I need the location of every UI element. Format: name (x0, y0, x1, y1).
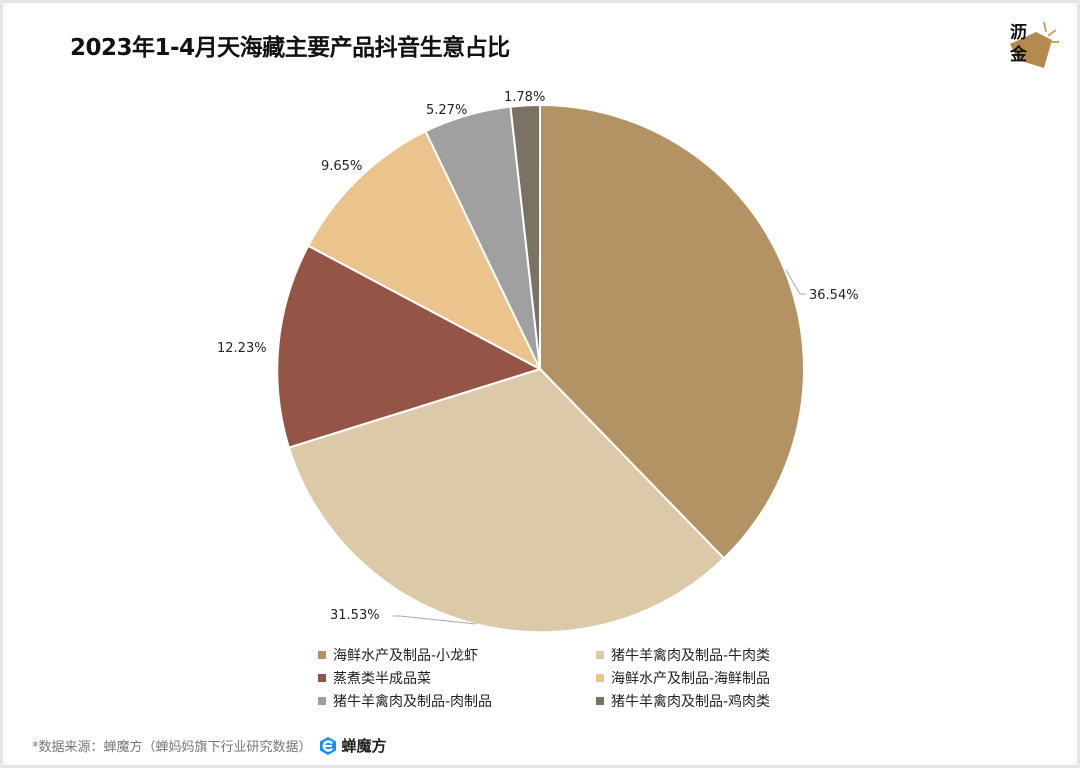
legend-label: 猪牛羊禽肉及制品-鸡肉类 (611, 694, 771, 710)
pie-slice-5[interactable] (509, 103, 541, 370)
chart-legend: 海鲜水产及制品-小龙虾 猪牛羊禽肉及制品-牛肉类 蒸煮类半成品菜 海鲜水产及制品… (318, 646, 838, 710)
source-text: *数据来源：蝉魔方（蝉妈妈旗下行业研究数据） (32, 740, 312, 755)
legend-label: 猪牛羊禽肉及制品-肉制品 (333, 694, 493, 710)
legend-swatch-icon (318, 651, 326, 659)
data-source: *数据来源：蝉魔方（蝉妈妈旗下行业研究数据） 蝉魔方 (32, 735, 387, 756)
chart-title: 2023年1-4月天海藏主要产品抖音生意占比 (70, 35, 510, 61)
legend-item[interactable]: 猪牛羊禽肉及制品-肉制品 (318, 692, 596, 710)
brand-name: 蝉魔方 (341, 737, 387, 755)
legend-item[interactable]: 海鲜水产及制品-小龙虾 (318, 646, 596, 664)
leader-line-1 (393, 615, 477, 625)
legend-swatch-icon (596, 674, 604, 682)
legend-label: 海鲜水产及制品-海鲜制品 (611, 671, 771, 687)
legend-item[interactable]: 海鲜水产及制品-海鲜制品 (596, 669, 836, 687)
pie-slice-2[interactable] (276, 244, 543, 449)
legend-item[interactable]: 猪牛羊禽肉及制品-鸡肉类 (596, 692, 836, 710)
label-slice-0: 36.54% (809, 288, 859, 303)
legend-item[interactable]: 蒸煮类半成品菜 (318, 669, 596, 687)
pie-chart: 36.54% 31.53% 12.23% 9.65% 5.27% 1.78% (217, 90, 859, 634)
legend-label: 蒸煮类半成品菜 (333, 671, 431, 687)
pie-slice-3[interactable] (306, 129, 543, 372)
label-slice-3: 9.65% (321, 159, 362, 174)
legend-swatch-icon (596, 697, 604, 705)
legend-item[interactable]: 猪牛羊禽肉及制品-牛肉类 (596, 646, 836, 664)
label-slice-4: 5.27% (426, 103, 467, 118)
svg-text:金: 金 (1009, 44, 1028, 65)
legend-swatch-icon (596, 651, 604, 659)
legend-swatch-icon (318, 697, 326, 705)
label-slice-5: 1.78% (504, 90, 545, 105)
svg-text:沥: 沥 (1010, 23, 1027, 43)
leader-line-0 (785, 269, 806, 295)
source-brand: 蝉魔方 (318, 735, 387, 756)
chanmofang-logo-icon (319, 736, 336, 755)
label-slice-1: 31.53% (330, 608, 380, 623)
legend-swatch-icon (318, 674, 326, 682)
pie-slice-0[interactable] (539, 103, 805, 560)
lijin-logo-icon: 沥 金 (1009, 21, 1059, 68)
legend-label: 海鲜水产及制品-小龙虾 (333, 648, 479, 664)
legend-label: 猪牛羊禽肉及制品-牛肉类 (611, 648, 771, 664)
label-slice-2: 12.23% (217, 341, 267, 356)
